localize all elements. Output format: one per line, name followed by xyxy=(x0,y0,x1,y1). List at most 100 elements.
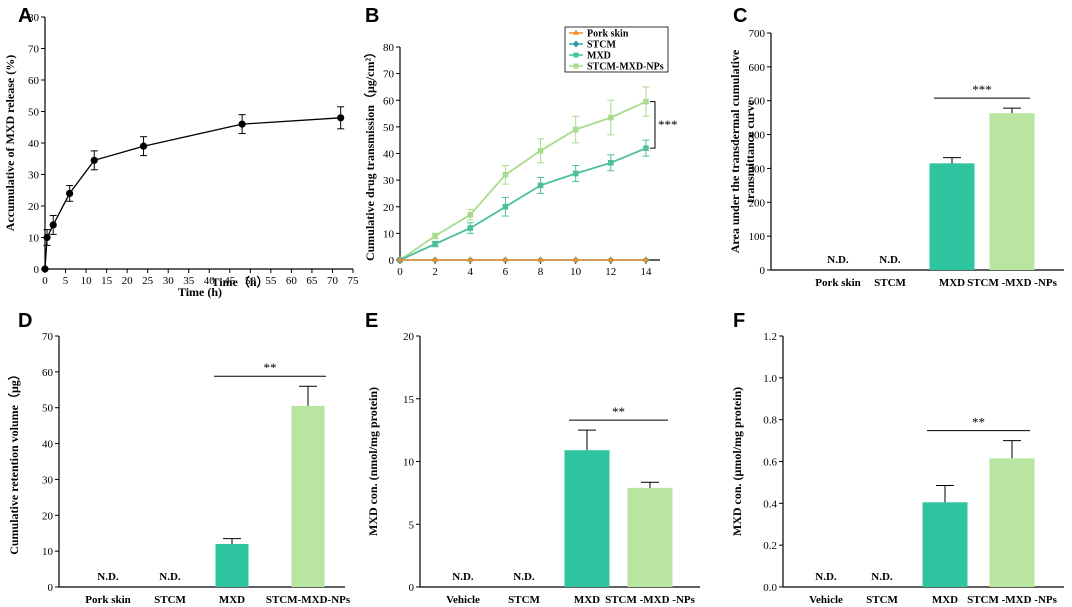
significance-bracket xyxy=(650,101,656,149)
y-tick-label: 100 xyxy=(749,231,766,243)
data-point xyxy=(537,256,544,262)
series-line-mxd-release xyxy=(44,117,341,270)
panel-d: D 0 10 20 30 40 50 60 70 Cumulative retention vol… xyxy=(6,310,351,606)
not-detected-label: N.D. xyxy=(159,571,181,583)
y-tick-label: 0 xyxy=(760,265,766,277)
y-tick-label: 40 xyxy=(42,439,54,451)
data-point xyxy=(572,256,579,262)
series-line-mxd xyxy=(399,147,647,261)
y-tick-label: 0 xyxy=(48,582,54,594)
y-tick-label: 10 xyxy=(403,457,415,469)
category-label: Pork skin xyxy=(85,594,131,606)
y-tick-label: 1.2 xyxy=(763,331,777,343)
x-tick-label: 12 xyxy=(605,266,616,278)
y-tick-label: 30 xyxy=(28,170,40,182)
y-tick-label: 1.0 xyxy=(763,373,777,385)
x-tick-label: 0 xyxy=(397,266,403,278)
panel-letter: B xyxy=(365,5,379,27)
panel-letter: C xyxy=(733,5,747,27)
category-label: MXD xyxy=(574,594,600,606)
x-tick-label: 50 xyxy=(245,275,257,287)
legend-label: STCM xyxy=(587,40,616,51)
y-tick-label: 700 xyxy=(749,28,766,40)
x-tick-label: 4 xyxy=(468,266,474,278)
not-detected-label: N.D. xyxy=(827,254,849,266)
y-tick-label: 50 xyxy=(28,107,40,119)
data-point xyxy=(608,160,614,166)
y-tick-label: 10 xyxy=(42,546,54,558)
significance-label: ** xyxy=(972,415,985,430)
data-point xyxy=(337,114,345,122)
y-tick-label: 50 xyxy=(42,403,54,415)
x-tick-label: 75 xyxy=(348,275,360,287)
data-point xyxy=(432,233,438,239)
data-point xyxy=(502,256,509,262)
bar-mxd xyxy=(929,163,975,270)
y-tick-label: 50 xyxy=(383,122,395,134)
legend-box xyxy=(564,26,669,73)
x-axis-title: Time（h） xyxy=(211,274,268,289)
y-axis-title: Cumulative retention volume（μg） xyxy=(6,368,21,555)
x-tick-label: 15 xyxy=(101,275,113,287)
y-tick-label: 30 xyxy=(383,175,395,187)
data-point xyxy=(607,256,614,262)
data-point xyxy=(643,98,649,105)
y-tick-label: 80 xyxy=(28,12,40,24)
data-point xyxy=(537,182,544,189)
data-point xyxy=(238,120,246,128)
y-tick-label: 10 xyxy=(383,228,395,240)
series-stcm-mxd-nps xyxy=(397,86,650,263)
y-tick-label: 400 xyxy=(749,130,766,142)
category-label: STCM-MXD-NPs xyxy=(266,594,351,606)
x-tick-label: 10 xyxy=(81,275,93,287)
category-label: MXD xyxy=(939,277,965,289)
not-detected-label: N.D. xyxy=(871,571,893,583)
not-detected-label: N.D. xyxy=(513,571,535,583)
y-tick-label: 70 xyxy=(42,331,54,343)
y-tick-label: 0.8 xyxy=(763,415,777,427)
category-label: STCM xyxy=(154,594,186,606)
y-tick-label: 60 xyxy=(28,75,40,87)
y-axis-title: MXD con. (μmol/mg protein) xyxy=(730,387,744,536)
x-tick-label: 8 xyxy=(538,266,544,278)
data-point xyxy=(608,114,614,121)
series-mxd xyxy=(397,139,650,263)
series-mxd-release xyxy=(41,106,345,273)
data-point xyxy=(467,256,474,262)
y-tick-label: 500 xyxy=(749,96,766,108)
series-pork-skin xyxy=(397,256,649,262)
panel-f: F 0.0 0.2 0.4 0.6 0.8 1.0 1.2 MXD con. (μmol/mg … xyxy=(730,310,1064,606)
not-detected-label: N.D. xyxy=(452,571,474,583)
x-tick-label: 20 xyxy=(122,275,134,287)
legend-marker xyxy=(573,63,579,69)
y-tick-label: 600 xyxy=(749,62,766,74)
x-tick-label: 45 xyxy=(224,275,236,287)
panel-c: C 0 100 200 300 400 500 600 700 Area under the tr… xyxy=(728,5,1064,289)
y-tick-label: 200 xyxy=(749,197,766,209)
category-label: STCM -MXD -NPs xyxy=(605,594,696,606)
bar-mxd xyxy=(922,502,968,587)
y-axis-title: Cumulative drug transmission（μg/cm²） xyxy=(362,46,377,261)
x-tick-label: 70 xyxy=(327,275,339,287)
legend-label: STCM-MXD-NPs xyxy=(587,62,664,73)
y-tick-label: 20 xyxy=(383,202,395,214)
panel-letter: D xyxy=(18,310,32,332)
data-point xyxy=(49,221,57,229)
y-tick-label: 0.4 xyxy=(763,498,777,510)
x-axis-title: Time (h) xyxy=(178,285,222,299)
y-tick-label: 70 xyxy=(383,69,395,81)
data-point xyxy=(139,142,148,150)
bar-stcm-mxd-nps xyxy=(989,458,1035,587)
significance-label: ** xyxy=(264,360,277,375)
data-point xyxy=(537,148,544,154)
y-axis-title: MXD con. (nmol/mg protein) xyxy=(366,387,380,536)
legend-marker xyxy=(573,52,579,58)
significance-label: *** xyxy=(972,82,992,97)
category-label: MXD xyxy=(219,594,245,606)
y-tick-label: 10 xyxy=(28,233,40,245)
x-tick-label: 35 xyxy=(183,275,195,287)
category-label: STCM xyxy=(866,594,898,606)
not-detected-label: N.D. xyxy=(815,571,837,583)
